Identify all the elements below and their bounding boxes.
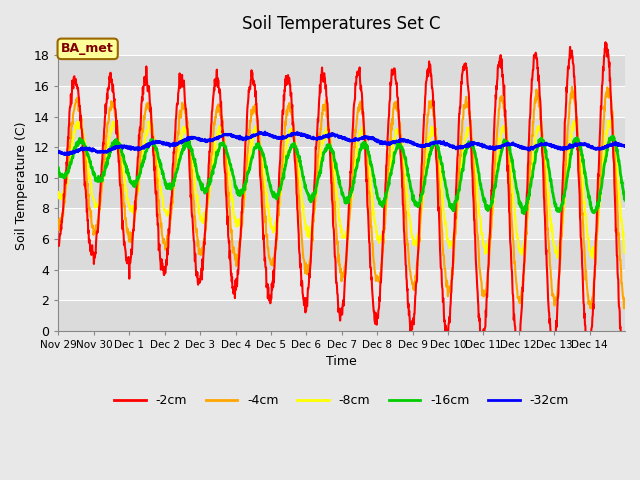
-8cm: [344, 220, 352, 226]
-8cm: [311, 207, 319, 213]
-4cm: [585, 298, 593, 304]
-8cm: [156, 184, 164, 190]
Bar: [58, 270, 625, 300]
Bar: [58, 208, 625, 239]
X-axis label: Time: Time: [326, 355, 357, 369]
-32cm: [156, 140, 164, 145]
-8cm: [604, 118, 612, 123]
-32cm: [312, 136, 319, 142]
-16cm: [621, 197, 629, 203]
Line: -2cm: -2cm: [58, 42, 625, 362]
Bar: [58, 147, 625, 178]
Bar: [58, 239, 625, 270]
-16cm: [344, 200, 352, 206]
-4cm: [568, 84, 576, 90]
-2cm: [156, 249, 164, 254]
Bar: [58, 178, 625, 208]
Text: BA_met: BA_met: [61, 42, 114, 55]
-2cm: [445, 320, 452, 325]
-8cm: [621, 243, 629, 249]
-4cm: [156, 211, 164, 216]
-32cm: [261, 129, 269, 135]
-16cm: [445, 198, 452, 204]
-16cm: [156, 158, 164, 164]
Line: -16cm: -16cm: [58, 136, 625, 214]
-16cm: [609, 133, 617, 139]
-16cm: [311, 192, 319, 197]
-8cm: [54, 189, 62, 195]
-32cm: [66, 151, 74, 157]
-32cm: [621, 143, 629, 149]
-4cm: [311, 205, 319, 211]
-2cm: [585, 347, 593, 352]
-2cm: [602, 39, 609, 45]
Bar: [58, 25, 625, 55]
-32cm: [446, 144, 454, 149]
Bar: [58, 86, 625, 117]
-16cm: [585, 195, 593, 201]
-8cm: [445, 239, 452, 244]
-32cm: [345, 137, 353, 143]
-4cm: [54, 227, 62, 233]
Y-axis label: Soil Temperature (C): Soil Temperature (C): [15, 121, 28, 250]
-4cm: [344, 229, 352, 235]
-2cm: [54, 242, 62, 248]
-32cm: [65, 152, 73, 157]
-4cm: [621, 304, 629, 310]
-32cm: [586, 144, 593, 150]
Bar: [58, 300, 625, 331]
Line: -4cm: -4cm: [58, 87, 625, 308]
-16cm: [520, 211, 528, 216]
-2cm: [311, 177, 319, 182]
Title: Soil Temperatures Set C: Soil Temperatures Set C: [243, 15, 441, 33]
-2cm: [621, 354, 629, 360]
-4cm: [620, 305, 628, 311]
Line: -32cm: -32cm: [58, 132, 625, 155]
-2cm: [344, 216, 352, 222]
-2cm: [620, 360, 628, 365]
-32cm: [54, 149, 62, 155]
Line: -8cm: -8cm: [58, 120, 625, 258]
-4cm: [65, 143, 73, 149]
-4cm: [445, 289, 452, 295]
-8cm: [589, 255, 596, 261]
Bar: [58, 55, 625, 86]
-2cm: [65, 121, 73, 127]
Bar: [58, 117, 625, 147]
-16cm: [65, 163, 73, 169]
-8cm: [65, 162, 73, 168]
-8cm: [585, 236, 593, 242]
Legend: -2cm, -4cm, -8cm, -16cm, -32cm: -2cm, -4cm, -8cm, -16cm, -32cm: [109, 389, 574, 412]
-16cm: [54, 165, 62, 171]
